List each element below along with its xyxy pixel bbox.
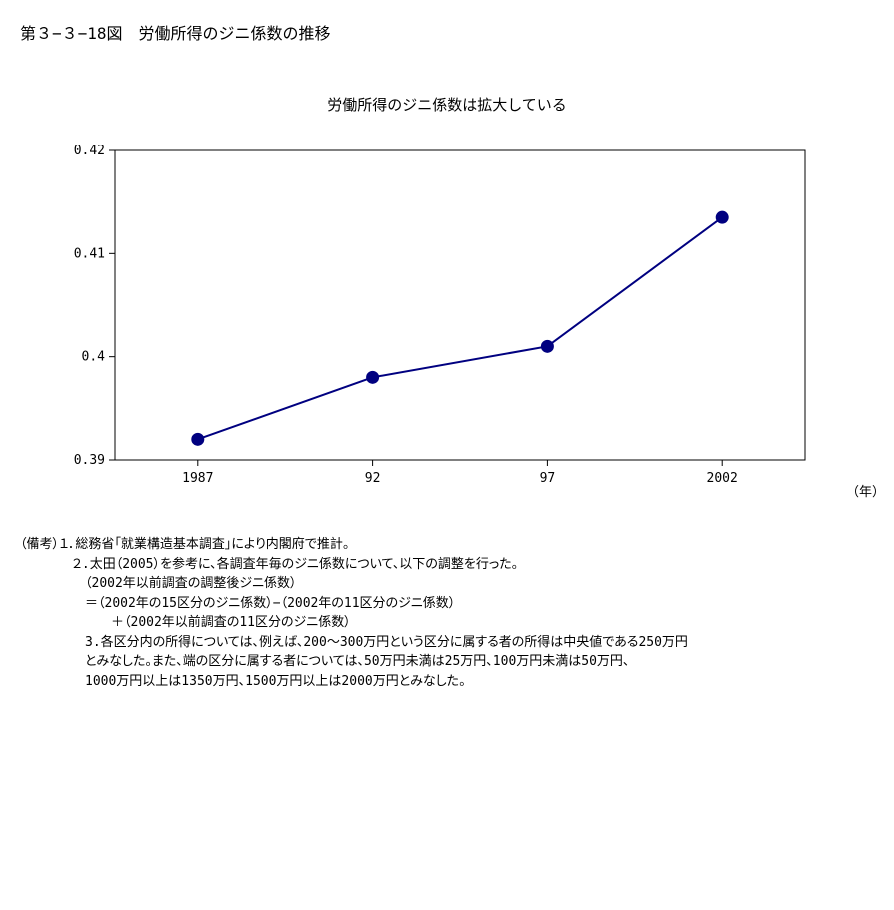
note-line: とみなした。また、端の区分に属する者については、50万円未満は25万円、100万… [20, 652, 874, 672]
note-line: ＝（2002年の15区分のジニ係数）−（2002年の11区分のジニ係数） [20, 594, 874, 614]
x-tick-label: 1987 [182, 471, 213, 486]
page-title: 第３−３−18図 労働所得のジニ係数の推移 [20, 20, 874, 44]
data-point [541, 340, 553, 352]
y-tick-label: 0.41 [74, 246, 105, 261]
note-line: （2002年以前調査の調整後ジニ係数） [20, 574, 874, 594]
chart-container: 0.390.40.410.42198792972002 （年） [60, 145, 840, 495]
note-line: 3.各区分内の所得については、例えば、200〜300万円という区分に属する者の所… [20, 633, 874, 653]
x-tick-label: 92 [365, 471, 381, 486]
y-tick-label: 0.39 [74, 453, 105, 468]
data-point [192, 433, 204, 445]
y-tick-label: 0.42 [74, 145, 105, 158]
y-tick-label: 0.4 [82, 350, 106, 365]
note-line: 1000万円以上は1350万円、1500万円以上は2000万円とみなした。 [20, 672, 874, 692]
x-tick-label: 2002 [707, 471, 738, 486]
note-line: （備考）１．総務省「就業構造基本調査」により内閣府で推計。 [20, 535, 874, 555]
data-point [716, 211, 728, 223]
chart-subtitle: 労働所得のジニ係数は拡大している [20, 94, 874, 115]
note-line: ＋（2002年以前調査の11区分のジニ係数） [20, 613, 874, 633]
data-point [367, 371, 379, 383]
x-axis-unit-label: （年） [846, 481, 885, 500]
x-tick-label: 97 [540, 471, 556, 486]
note-line: ２.太田（2005）を参考に、各調査年毎のジニ係数について、以下の調整を行った。 [20, 555, 874, 575]
notes-section: （備考）１．総務省「就業構造基本調査」により内閣府で推計。 ２.太田（2005）… [20, 535, 874, 691]
gini-line-chart: 0.39 0.4 0.41 0.42 1987 92 97 2002 [60, 145, 840, 495]
